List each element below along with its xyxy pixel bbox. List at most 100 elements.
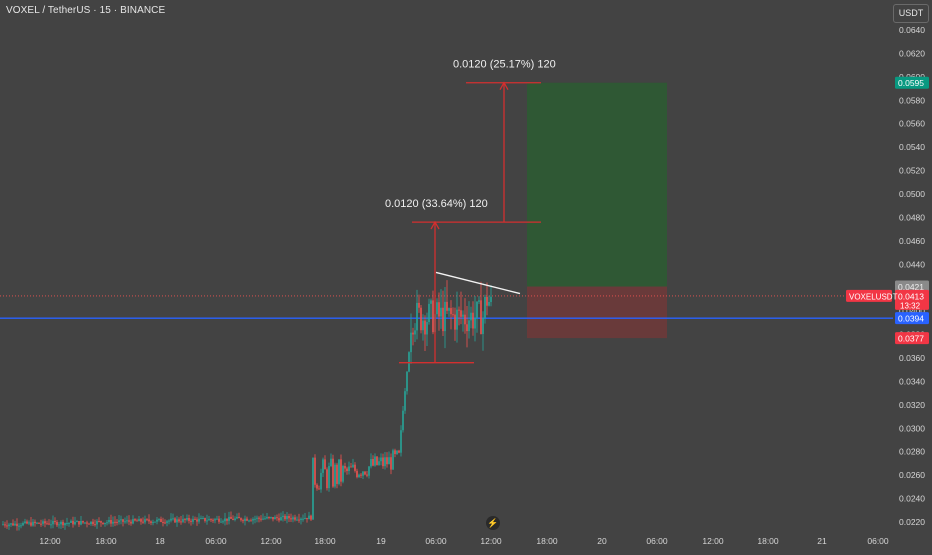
candle	[208, 515, 210, 521]
target-zone[interactable]	[527, 82, 667, 287]
x-tick-label: 21	[817, 536, 827, 546]
candle-body	[60, 521, 62, 525]
candle-body	[216, 518, 218, 520]
candle-body	[294, 517, 296, 520]
candle-body	[260, 518, 262, 520]
candle	[34, 519, 36, 527]
candle	[474, 295, 476, 342]
candle	[326, 467, 328, 491]
candle-body	[86, 522, 88, 524]
candle	[464, 298, 466, 334]
candle	[46, 520, 48, 525]
candle	[360, 473, 362, 479]
candle-body	[130, 521, 132, 524]
candle-body	[338, 459, 340, 484]
candle-body	[412, 332, 414, 335]
trend-line[interactable]	[435, 271, 521, 295]
candle	[28, 520, 30, 526]
candle-body	[80, 520, 82, 525]
candle-body	[276, 517, 278, 519]
candle-body	[462, 314, 464, 317]
y-tick-label: 0.0260	[899, 470, 925, 480]
candle	[4, 521, 6, 528]
bolt-icon[interactable]: ⚡	[486, 516, 500, 530]
y-tick-label: 0.0540	[899, 142, 925, 152]
candle	[110, 514, 112, 527]
candle	[164, 519, 166, 525]
y-tick-label: 0.0480	[899, 212, 925, 222]
candle	[198, 513, 200, 524]
candle-body	[386, 457, 388, 465]
candle-body	[156, 519, 158, 522]
candle-body	[254, 518, 256, 520]
y-tick-label: 0.0280	[899, 447, 925, 457]
candle	[486, 282, 488, 316]
candle	[142, 517, 144, 524]
candle	[226, 518, 228, 525]
target-price-label: 0.0595	[898, 78, 924, 88]
candle-body	[214, 519, 216, 521]
candle-body	[326, 469, 328, 489]
candle	[60, 520, 62, 529]
candle	[16, 518, 18, 531]
candle	[480, 281, 482, 335]
candle-body	[314, 457, 316, 485]
candle	[92, 518, 94, 527]
candle-body	[300, 518, 302, 520]
candle-body	[10, 523, 12, 525]
candle	[178, 517, 180, 523]
candle	[280, 512, 282, 521]
candle	[82, 520, 84, 524]
candle-body	[320, 472, 322, 490]
candle	[356, 468, 358, 479]
x-tick-label: 12:00	[702, 536, 724, 546]
candle	[272, 517, 274, 522]
stop-zone[interactable]	[527, 286, 667, 339]
candle	[222, 519, 224, 524]
candle-body	[88, 523, 90, 525]
candle-body	[460, 310, 462, 317]
candle-body	[222, 521, 224, 523]
candle	[218, 515, 220, 524]
candle	[400, 425, 402, 457]
candle	[412, 327, 414, 346]
candle-body	[144, 519, 146, 523]
candle-body	[42, 521, 44, 524]
candle-body	[478, 300, 480, 302]
candle-body	[136, 520, 138, 522]
candle-body	[370, 458, 372, 467]
candle-body	[46, 523, 48, 525]
candle-body	[308, 515, 310, 520]
candle	[64, 522, 66, 530]
candle-body	[92, 521, 94, 525]
candle	[268, 516, 270, 520]
candle-body	[196, 519, 198, 522]
y-tick-label: 0.0360	[899, 353, 925, 363]
candle	[86, 520, 88, 528]
candle	[376, 456, 378, 466]
candle	[330, 453, 332, 468]
candle	[422, 314, 424, 341]
y-tick-label: 0.0340	[899, 376, 925, 386]
candle	[210, 518, 212, 523]
candle-body	[82, 520, 84, 523]
drawings: 0.0120 (33.64%) 120 0.0120 (25.17%) 120	[385, 59, 556, 364]
candle	[184, 518, 186, 524]
candle-body	[424, 320, 426, 335]
candle-body	[464, 314, 466, 325]
candle-body	[272, 517, 274, 520]
candle-body	[380, 457, 382, 462]
candle-body	[54, 520, 56, 522]
candle	[384, 451, 386, 470]
currency-button[interactable]: USDT	[893, 4, 929, 23]
candle-body	[438, 302, 440, 317]
candle	[444, 286, 446, 349]
candle-body	[210, 519, 212, 521]
candle	[266, 512, 268, 520]
candle	[348, 461, 350, 475]
candle-body	[334, 464, 336, 487]
candle	[140, 517, 142, 525]
x-tick-label: 18:00	[536, 536, 558, 546]
